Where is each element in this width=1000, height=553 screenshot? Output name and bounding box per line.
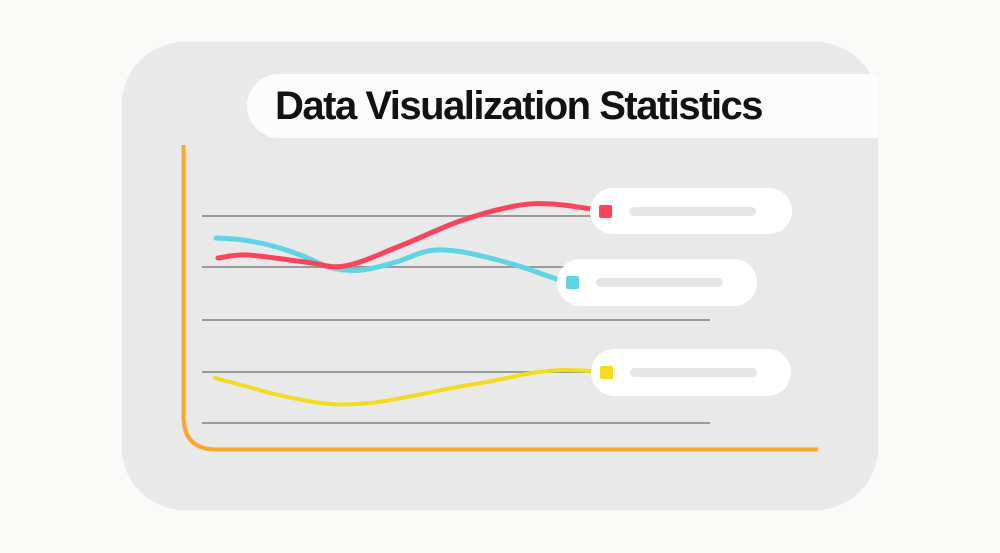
title-banner: Data Visualization Statistics bbox=[247, 74, 878, 138]
yellow-square-marker-icon bbox=[600, 366, 613, 379]
red-square-marker-icon bbox=[599, 204, 612, 218]
page-title: Data Visualization Statistics bbox=[275, 83, 764, 128]
legend-pill-cyan bbox=[557, 259, 757, 306]
legend-placeholder-bar bbox=[596, 278, 723, 287]
cyan-square-marker-icon bbox=[566, 276, 579, 289]
legend-pill-yellow bbox=[591, 349, 791, 396]
legend-pill-red bbox=[590, 188, 792, 234]
legend-placeholder-bar bbox=[629, 206, 756, 216]
legend-placeholder-bar bbox=[630, 368, 757, 377]
